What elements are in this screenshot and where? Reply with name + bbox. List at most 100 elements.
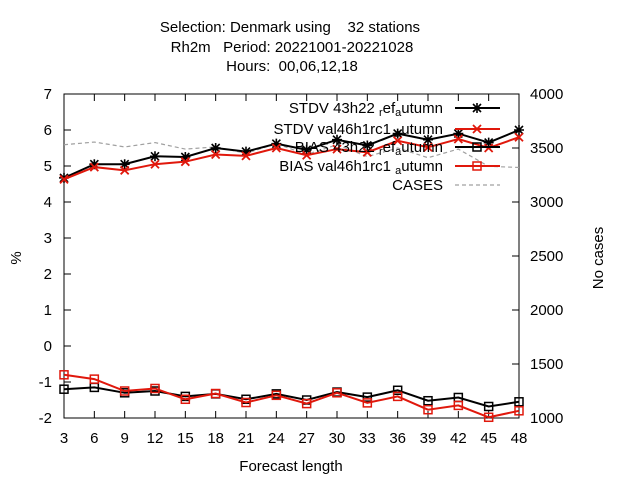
data-point <box>180 152 191 162</box>
legend-label-sub: r <box>379 146 383 158</box>
y2-tick-label: 3500 <box>530 140 563 157</box>
x-tick-label: 42 <box>450 430 467 447</box>
data-point <box>332 134 342 145</box>
data-point <box>150 159 160 169</box>
legend-label: BIAS val46h1rc1 autumn <box>279 158 443 177</box>
y2-tick-label: 1500 <box>530 356 563 373</box>
series-line <box>63 141 520 169</box>
data-point <box>362 147 372 157</box>
data-point <box>59 384 69 394</box>
data-point <box>241 397 251 408</box>
series-1 <box>59 132 524 184</box>
series-layer <box>59 125 524 423</box>
legend-label-main: utumn <box>401 100 443 117</box>
legend-label-main: utumn <box>401 158 443 175</box>
data-point <box>271 138 282 149</box>
data-point <box>241 151 251 161</box>
legend-label-sub: a <box>395 165 402 177</box>
x-tick-label: 45 <box>480 430 497 447</box>
data-point <box>483 137 494 148</box>
x-tick-label: 48 <box>511 430 528 447</box>
y-tick-label: 2 <box>44 266 52 283</box>
series-0 <box>59 125 524 183</box>
data-point <box>241 146 251 157</box>
y2-tick-label: 1000 <box>530 410 563 427</box>
data-point <box>180 157 190 167</box>
legend-label: BIAS 43h22 refautumn <box>295 139 443 158</box>
data-point <box>393 136 403 146</box>
x-tick-label: 6 <box>90 430 98 447</box>
y-tick-label: 3 <box>44 230 52 247</box>
legend-label: STDV 43h22 refautumn <box>289 100 443 119</box>
legend-label-main: BIAS 43h22 <box>295 139 379 156</box>
data-point <box>362 392 373 402</box>
data-point <box>271 390 282 401</box>
data-point <box>89 374 100 384</box>
legend-label-main: STDV 43h22 <box>289 100 379 117</box>
data-point <box>392 128 403 139</box>
data-point <box>271 143 281 153</box>
series-4 <box>63 141 520 169</box>
data-point <box>423 134 433 145</box>
legend-label-main: CASES <box>392 177 443 194</box>
data-point <box>514 132 524 142</box>
legend-label-sub: a <box>395 107 402 119</box>
data-point <box>362 398 373 408</box>
legend-swatch-marker <box>472 103 482 113</box>
data-point <box>59 174 69 184</box>
y-tick-label: 7 <box>44 86 52 103</box>
data-point <box>392 385 403 396</box>
data-point <box>514 125 524 135</box>
data-point <box>119 159 130 170</box>
y2-tick-label: 4000 <box>530 86 563 103</box>
legend-label-main: utumn <box>401 139 443 156</box>
data-point <box>150 151 160 162</box>
y-tick-label: 4 <box>44 194 52 211</box>
plot-frame <box>63 93 520 419</box>
y-tick-label: 1 <box>44 302 52 319</box>
legend-label: STDV val46h1rc1 autumn <box>273 121 443 140</box>
chart-title: Selection: Denmark using 32 stations Rh2… <box>160 19 420 75</box>
data-point <box>332 144 342 154</box>
x-tick-label: 36 <box>389 430 406 447</box>
x-tick-label: 21 <box>238 430 255 447</box>
y2-axis-label: No cases <box>590 227 607 290</box>
x-tick-label: 39 <box>420 430 437 447</box>
y-axis-label: % <box>8 251 25 264</box>
x-tick-label: 3 <box>60 430 68 447</box>
y-tick-label: 0 <box>44 338 52 355</box>
legend-label-sub: a <box>395 128 402 140</box>
legend-label-sub: a <box>395 146 402 158</box>
y2-tick-label: 3000 <box>530 194 563 211</box>
chart-title-line-1: Selection: Denmark using 32 stations <box>160 19 420 36</box>
data-point <box>362 140 373 151</box>
data-point <box>332 388 342 398</box>
data-point <box>483 401 494 412</box>
x-axis-label: Forecast length <box>239 458 342 475</box>
series-line <box>63 373 520 419</box>
series-line <box>63 136 520 181</box>
data-point <box>150 383 160 394</box>
data-point <box>210 388 221 399</box>
data-point <box>423 404 433 415</box>
legend-swatch-marker <box>472 161 482 171</box>
data-point <box>453 400 464 411</box>
data-point <box>120 165 130 175</box>
data-point <box>423 142 433 152</box>
series-line <box>63 386 520 408</box>
x-tick-label: 33 <box>359 430 376 447</box>
chart-title-line-3: Hours: 00,06,12,18 <box>226 58 358 75</box>
legend-swatch-marker <box>472 142 482 152</box>
legend-label-main: ef <box>383 100 396 117</box>
data-point <box>89 159 100 170</box>
legend-label: CASES <box>392 177 443 194</box>
data-point <box>514 397 524 407</box>
data-point <box>514 406 524 416</box>
x-tick-label: 27 <box>298 430 315 447</box>
data-point <box>59 370 69 380</box>
chart-title-line-2: Rh2m Period: 20221001-20221028 <box>171 39 414 56</box>
x-tick-label: 15 <box>177 430 194 447</box>
x-tick-label: 24 <box>268 430 285 447</box>
data-point <box>301 144 312 155</box>
data-point <box>453 128 464 139</box>
